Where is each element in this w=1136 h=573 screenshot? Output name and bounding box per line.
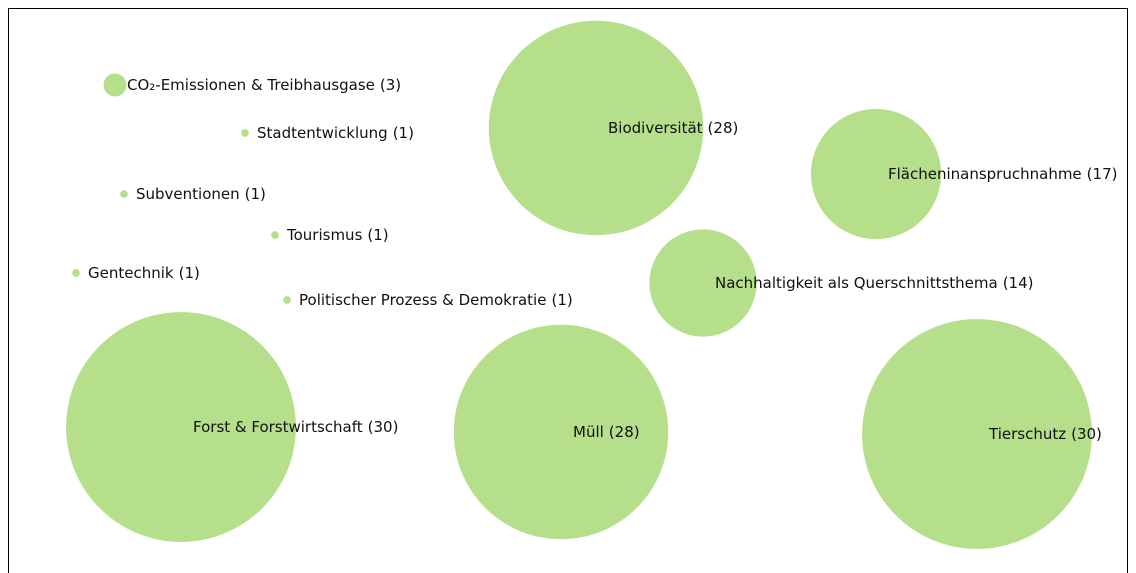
label-name: Müll — [573, 423, 604, 441]
label-name: Flächeninanspruchnahme — [888, 165, 1082, 183]
label-count: (1) — [551, 291, 572, 309]
label-name: Tourismus — [286, 226, 363, 244]
label-name: CO₂-Emissionen & Treibhausgase — [127, 76, 375, 94]
label-name: Tierschutz — [988, 425, 1066, 443]
bubble-label: Tourismus (1) — [286, 226, 389, 244]
label-count: (28) — [609, 423, 640, 441]
label-count: (28) — [708, 119, 739, 137]
bubble-label: Nachhaltigkeit als Querschnittsthema (14) — [715, 274, 1034, 292]
label-name: Subventionen — [136, 185, 240, 203]
label-count: (14) — [1003, 274, 1034, 292]
bubble-label: Gentechnik (1) — [88, 264, 200, 282]
bubble-label: CO₂-Emissionen & Treibhausgase (3) — [127, 76, 401, 94]
bubble-label: Forst & Forstwirtschaft (30) — [193, 418, 398, 436]
label-count: (3) — [380, 76, 401, 94]
bubble — [271, 231, 279, 239]
label-count: (30) — [368, 418, 399, 436]
bubble — [862, 319, 1092, 549]
bubble — [120, 190, 128, 198]
label-count: (1) — [179, 264, 200, 282]
label-count: (1) — [393, 124, 414, 142]
bubble — [103, 73, 127, 97]
label-count: (30) — [1071, 425, 1102, 443]
bubble — [810, 108, 942, 240]
bubble-label: Politischer Prozess & Demokratie (1) — [299, 291, 573, 309]
bubble — [66, 312, 296, 542]
label-name: Gentechnik — [88, 264, 174, 282]
bubble-label: Stadtentwicklung (1) — [257, 124, 414, 142]
label-name: Politischer Prozess & Demokratie — [299, 291, 546, 309]
bubble-label: Müll (28) — [573, 423, 640, 441]
bubble — [488, 20, 704, 236]
frame — [8, 8, 1128, 573]
label-count: (17) — [1087, 165, 1118, 183]
label-count: (1) — [367, 226, 388, 244]
bubble-label: Biodiversität (28) — [608, 119, 738, 137]
bubble-label: Tierschutz (30) — [988, 425, 1102, 443]
bubble — [283, 296, 291, 304]
bubble-label: Flächeninanspruchnahme (17) — [888, 165, 1117, 183]
bubble — [241, 129, 249, 137]
bubble — [72, 269, 80, 277]
label-name: Stadtentwicklung — [257, 124, 388, 142]
label-name: Nachhaltigkeit als Querschnittsthema — [715, 274, 998, 292]
bubble — [453, 324, 669, 540]
bubble — [649, 229, 757, 337]
label-name: Forst & Forstwirtschaft — [193, 418, 363, 436]
label-count: (1) — [245, 185, 266, 203]
label-name: Biodiversität — [608, 119, 703, 137]
bubble-label: Subventionen (1) — [136, 185, 266, 203]
